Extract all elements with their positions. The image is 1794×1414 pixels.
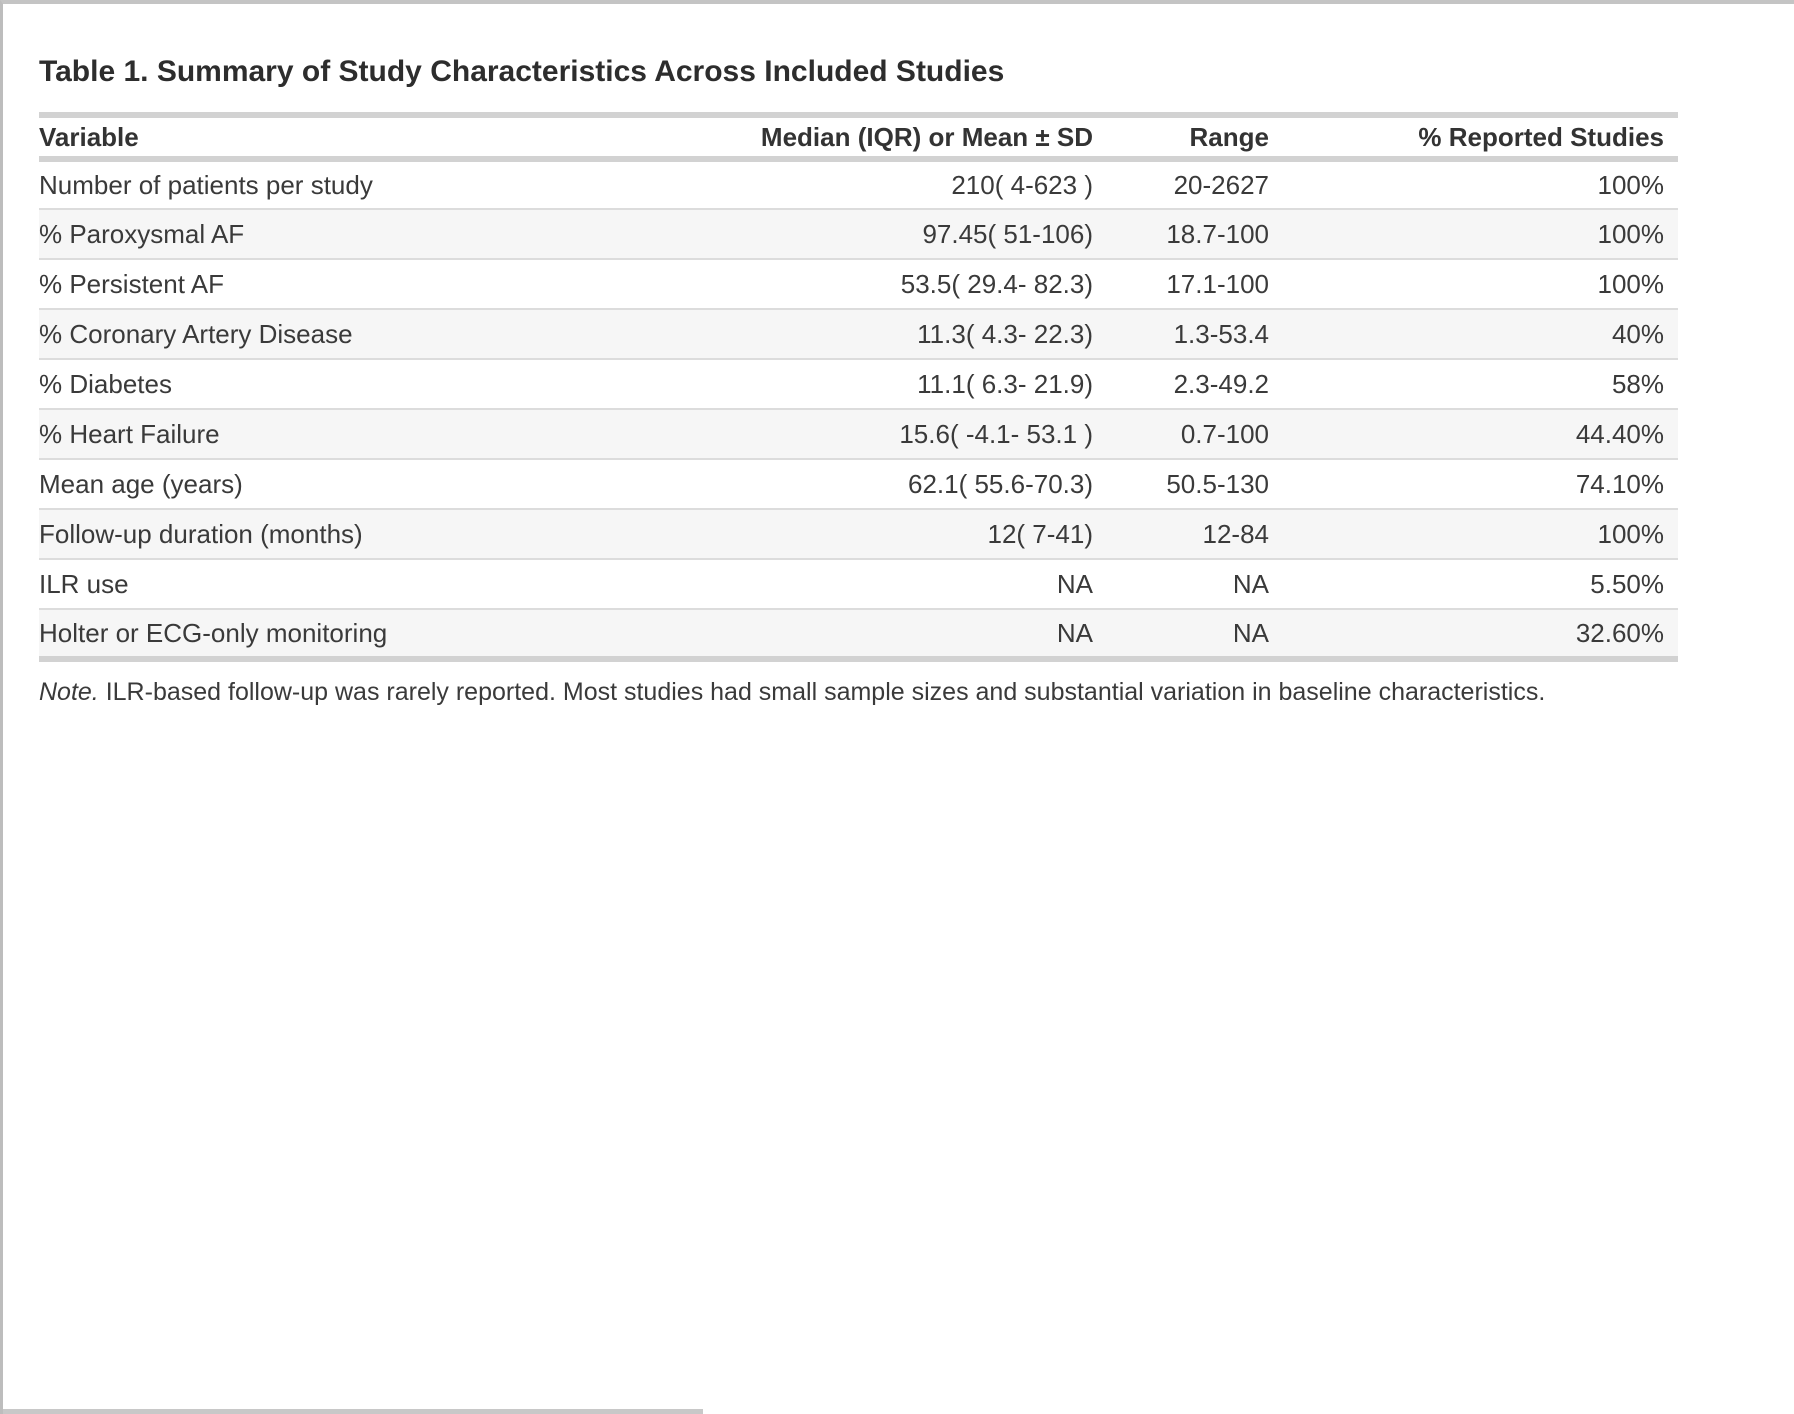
cell-reported-studies: 32.60% xyxy=(1575,617,1664,648)
cell-range: 18.7-100 xyxy=(1166,218,1269,249)
column-header-range: Range xyxy=(1189,121,1269,152)
cell-median-iqr: 210( 4-623 ) xyxy=(951,169,1093,200)
header-row: Variable Median (IQR) or Mean ± SD Range… xyxy=(39,115,1678,159)
table-row: % Coronary Artery Disease 11.3( 4.3- 22.3… xyxy=(39,309,1678,359)
column-header-reported-studies: % Reported Studies xyxy=(1418,121,1664,152)
summary-table: Variable Median (IQR) or Mean ± SD Range… xyxy=(39,112,1678,662)
table-row: Holter or ECG-only monitoring NA NA 32.60% xyxy=(39,609,1678,659)
cell-median-iqr: 53.5( 29.4- 82.3) xyxy=(900,268,1093,299)
table-row: Number of patients per study 210( 4-623 )… xyxy=(39,159,1678,209)
note-text: ILR-based follow-up was rarely reported.… xyxy=(98,678,1546,706)
cell-variable: % Persistent AF xyxy=(39,268,224,299)
cell-reported-studies: 5.50% xyxy=(1590,568,1664,599)
cell-reported-studies: 40% xyxy=(1611,318,1664,349)
cell-variable: Mean age (years) xyxy=(39,468,243,499)
cell-range: 0.7-100 xyxy=(1180,418,1269,449)
cell-range: NA xyxy=(1232,568,1269,599)
table-row: ILR use NA NA 5.50% xyxy=(39,559,1678,609)
column-header-median-iqr: Median (IQR) or Mean ± SD xyxy=(760,121,1093,152)
cell-variable: % Diabetes xyxy=(39,368,172,399)
cell-reported-studies: 100% xyxy=(1597,169,1665,200)
cell-median-iqr: 62.1( 55.6-70.3) xyxy=(907,468,1093,499)
table-row: % Diabetes 11.1( 6.3- 21.9) 2.3-49.2 58% xyxy=(39,359,1678,409)
table-note: Note. ILR-based follow-up was rarely rep… xyxy=(39,676,1678,708)
cell-median-iqr: NA xyxy=(1056,568,1093,599)
cell-reported-studies: 58% xyxy=(1611,368,1664,399)
cell-median-iqr: 12( 7-41) xyxy=(987,518,1094,549)
cell-reported-studies: 100% xyxy=(1597,218,1665,249)
cell-reported-studies: 100% xyxy=(1597,518,1665,549)
cell-variable: Holter or ECG-only monitoring xyxy=(39,617,388,648)
note-label: Note. xyxy=(39,678,99,706)
cell-reported-studies: 74.10% xyxy=(1575,468,1664,499)
horizontal-scrollbar-thumb[interactable] xyxy=(3,1409,703,1414)
table-title: Table 1. Summary of Study Characteristic… xyxy=(39,55,1005,88)
cell-variable: % Heart Failure xyxy=(39,418,220,449)
table-row: % Heart Failure 15.6( -4.1- 53.1 ) 0.7-100… xyxy=(39,409,1678,459)
cell-range: 2.3-49.2 xyxy=(1173,368,1269,399)
column-header-variable: Variable xyxy=(39,121,139,152)
cell-range: 20-2627 xyxy=(1173,169,1269,200)
cell-range: 17.1-100 xyxy=(1166,268,1269,299)
table-row: % Paroxysmal AF 97.45( 51-106) 18.7-100 100… xyxy=(39,209,1678,259)
cell-median-iqr: 97.45( 51-106) xyxy=(922,218,1093,249)
table-row: Follow-up duration (months) 12( 7-41) 12-8… xyxy=(39,509,1678,559)
cell-variable: ILR use xyxy=(39,568,129,599)
table-row: Mean age (years) 62.1( 55.6-70.3) 50.5-130… xyxy=(39,459,1678,509)
cell-median-iqr: 11.1( 6.3- 21.9) xyxy=(917,368,1093,399)
table-row: % Persistent AF 53.5( 29.4- 82.3) 17.1-100… xyxy=(39,259,1678,309)
cell-range: 1.3-53.4 xyxy=(1173,318,1269,349)
cell-range: 12-84 xyxy=(1202,518,1270,549)
cell-variable: Number of patients per study xyxy=(39,169,373,200)
table-header: Variable Median (IQR) or Mean ± SD Range… xyxy=(39,115,1678,159)
cell-reported-studies: 100% xyxy=(1597,268,1665,299)
cell-variable: % Coronary Artery Disease xyxy=(39,318,353,349)
table-container: Table 1. Summary of Study Characteristic… xyxy=(3,4,1794,708)
cell-variable: % Paroxysmal AF xyxy=(39,218,245,249)
table-body: Number of patients per study 210( 4-623 )… xyxy=(39,159,1678,659)
cell-reported-studies: 44.40% xyxy=(1575,418,1664,449)
cell-variable: Follow-up duration (months) xyxy=(39,518,363,549)
cell-median-iqr: NA xyxy=(1056,617,1093,648)
cell-range: NA xyxy=(1232,617,1269,648)
cell-range: 50.5-130 xyxy=(1166,468,1269,499)
cell-median-iqr: 11.3( 4.3- 22.3) xyxy=(917,318,1093,349)
cell-median-iqr: 15.6( -4.1- 53.1 ) xyxy=(899,418,1093,449)
